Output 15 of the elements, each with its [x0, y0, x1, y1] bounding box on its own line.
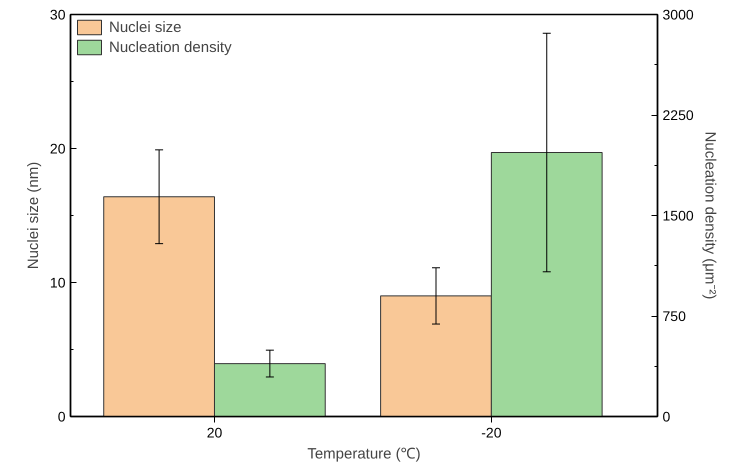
y2-tick-label: 750 — [662, 308, 686, 324]
y2-tick-label: 1500 — [662, 208, 694, 224]
y2-tick-label: 2250 — [662, 107, 694, 123]
x-tick-label: -20 — [481, 424, 502, 440]
y-axis-title: Nuclei size (nm) — [24, 162, 42, 270]
y2-tick-label: 0 — [662, 408, 670, 424]
legend-label: Nucleation density — [109, 38, 232, 56]
y2-axis-title: Nucleation density (μm⁻²) — [702, 132, 719, 300]
y-tick-label: 0 — [58, 408, 66, 424]
y-tick-label: 10 — [50, 274, 66, 290]
y2-tick-label: 3000 — [662, 6, 694, 22]
legend-label: Nuclei size — [109, 18, 182, 36]
y-tick-label: 20 — [50, 140, 66, 156]
y-tick-label: 30 — [50, 6, 66, 22]
x-axis-title: Temperature (℃) — [307, 446, 421, 462]
